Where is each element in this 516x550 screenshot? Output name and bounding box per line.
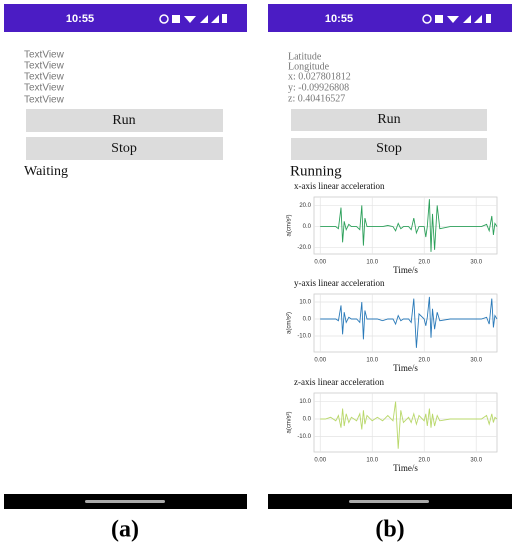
home-indicator[interactable] bbox=[85, 500, 165, 503]
caption: (a) bbox=[111, 517, 139, 543]
data-line bbox=[320, 401, 498, 449]
home-indicator[interactable] bbox=[349, 500, 429, 503]
text-view: TextView bbox=[24, 83, 65, 94]
run-button[interactable] bbox=[291, 109, 487, 131]
button-label: Stop bbox=[376, 141, 402, 156]
text-view: TextView bbox=[24, 72, 65, 83]
y-tick-label: -20.0 bbox=[297, 245, 311, 251]
chart-title: z-axis linear acceleration bbox=[294, 377, 384, 387]
x-tick-label: 20.0 bbox=[418, 358, 430, 364]
button-label: Run bbox=[377, 112, 400, 127]
chart-title: y-axis linear acceleration bbox=[294, 278, 385, 288]
status-icons bbox=[159, 14, 227, 24]
run-button[interactable] bbox=[26, 109, 223, 132]
plot-area bbox=[313, 196, 498, 255]
y-axis-label: a(cm/s²) bbox=[287, 312, 293, 334]
x-tick-label: 0.00 bbox=[314, 358, 326, 364]
x-axis-label: Time/s bbox=[393, 363, 418, 373]
y-axis-label: a(cm/s²) bbox=[287, 215, 293, 237]
location-line: Latitude bbox=[288, 51, 322, 62]
status-icons bbox=[422, 14, 491, 24]
x-axis-label: Time/s bbox=[393, 265, 418, 275]
x-axis-label: Time/s bbox=[393, 463, 418, 473]
x-tick-label: 30.0 bbox=[470, 458, 482, 464]
y-axis-label: a(cm/s²) bbox=[287, 412, 293, 434]
y-tick-label: -10.0 bbox=[297, 434, 311, 440]
stop-button[interactable] bbox=[26, 137, 223, 160]
chart-title: x-axis linear acceleration bbox=[294, 181, 385, 191]
x-tick-label: 30.0 bbox=[470, 358, 482, 364]
button-label: Stop bbox=[111, 141, 137, 156]
data-line bbox=[320, 296, 498, 348]
text-view: TextView bbox=[24, 95, 65, 106]
location-line: z: 0.40416527 bbox=[288, 93, 345, 104]
y-tick-label: 0.0 bbox=[303, 317, 312, 323]
x-tick-label: 0.00 bbox=[314, 260, 326, 266]
y-tick-label: 0.0 bbox=[303, 417, 312, 423]
button-label: Run bbox=[112, 113, 135, 128]
data-line bbox=[320, 199, 498, 252]
x-tick-label: 10.0 bbox=[366, 458, 378, 464]
y-tick-label: 20.0 bbox=[299, 203, 311, 209]
status-time: 10:55 bbox=[66, 13, 94, 25]
phone-frame bbox=[4, 4, 247, 509]
x-tick-label: 20.0 bbox=[418, 260, 430, 266]
y-tick-label: 10.0 bbox=[299, 399, 311, 405]
caption: (b) bbox=[375, 517, 404, 543]
plot-area bbox=[313, 293, 498, 353]
status-text: Waiting bbox=[24, 164, 68, 179]
text-view: TextView bbox=[24, 61, 65, 72]
x-tick-label: 20.0 bbox=[418, 458, 430, 464]
x-tick-label: 0.00 bbox=[314, 458, 326, 464]
stop-button[interactable] bbox=[291, 138, 487, 160]
location-line: Longitude bbox=[288, 61, 330, 72]
x-tick-label: 10.0 bbox=[366, 358, 378, 364]
x-tick-label: 10.0 bbox=[366, 260, 378, 266]
status-text: Running bbox=[290, 163, 342, 179]
location-line: y: -0.09926808 bbox=[288, 82, 349, 93]
y-tick-label: -10.0 bbox=[297, 334, 311, 340]
status-time: 10:55 bbox=[325, 13, 353, 25]
location-line: x: 0.027801812 bbox=[288, 71, 351, 82]
text-view: TextView bbox=[24, 50, 65, 61]
status-bar bbox=[4, 4, 247, 32]
y-tick-label: 10.0 bbox=[299, 300, 311, 306]
y-tick-label: 0.0 bbox=[303, 224, 312, 230]
status-bar bbox=[268, 4, 512, 32]
x-tick-label: 30.0 bbox=[470, 260, 482, 266]
